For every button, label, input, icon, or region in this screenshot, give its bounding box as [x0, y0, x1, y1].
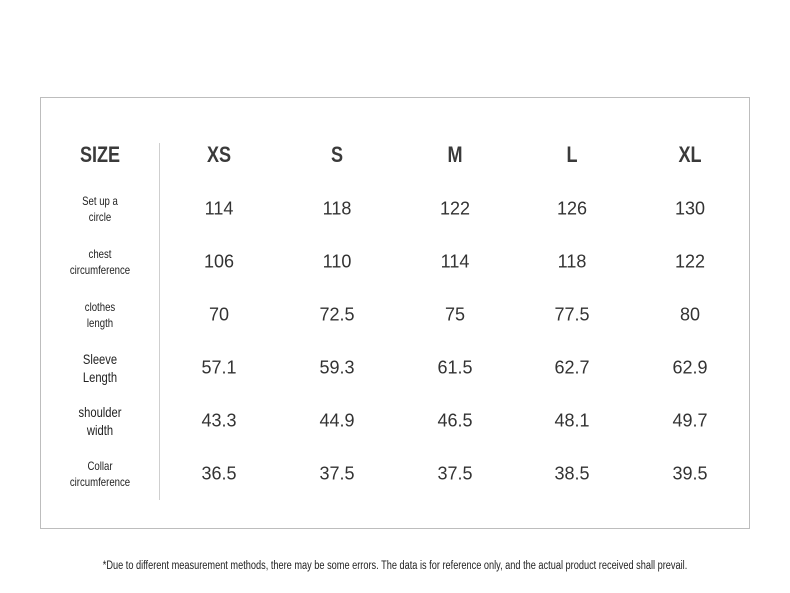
row-label-line: chest [88, 247, 112, 261]
size-value: 44.9 [319, 410, 355, 431]
row-label-line: circle [88, 210, 112, 224]
size-value: 130 [674, 198, 706, 219]
size-value: 114 [440, 251, 470, 272]
row-label-line: width [86, 422, 114, 438]
column-header: XS [206, 142, 232, 167]
size-value: 75 [444, 304, 466, 325]
size-value: 48.1 [554, 410, 590, 431]
table-frame [40, 97, 750, 529]
size-value: 46.5 [437, 410, 473, 431]
column-header: SIZE [79, 142, 121, 167]
row-label-line: circumference [69, 263, 131, 277]
size-value: 62.7 [554, 357, 590, 378]
row-label: Set up a circle [82, 193, 118, 225]
row-label-line: circumference [69, 475, 131, 489]
column-divider [159, 143, 160, 500]
size-value: 80 [679, 304, 701, 325]
size-value: 38.5 [554, 463, 590, 484]
size-value: 118 [322, 198, 352, 219]
row-label: clothes length [85, 299, 115, 331]
row-label-line: Set up a [82, 194, 118, 208]
size-value: 37.5 [437, 463, 473, 484]
size-value: 110 [322, 251, 352, 272]
row-label-line: Collar [87, 459, 113, 473]
size-value: 118 [557, 251, 587, 272]
row-label: Collar circumference [70, 458, 130, 490]
column-header: L [566, 142, 578, 167]
size-value: 61.5 [437, 357, 473, 378]
size-value: 77.5 [554, 304, 590, 325]
size-value: 114 [204, 198, 234, 219]
size-value: 39.5 [672, 463, 708, 484]
column-header: XL [678, 142, 702, 167]
size-value: 49.7 [672, 410, 708, 431]
size-value: 106 [203, 251, 235, 272]
row-label-line: length [86, 316, 114, 330]
size-value: 57.1 [201, 357, 237, 378]
column-header: M [447, 142, 463, 167]
size-value: 70 [208, 304, 230, 325]
size-value: 62.9 [672, 357, 708, 378]
footnote: *Due to different measurement methods, t… [102, 560, 688, 572]
row-label-line: clothes [84, 300, 116, 314]
size-value: 59.3 [319, 357, 355, 378]
row-label-line: Length [82, 369, 118, 385]
row-label-line: shoulder [78, 404, 122, 420]
size-value: 122 [674, 251, 706, 272]
column-header: S [330, 142, 344, 167]
size-value: 72.5 [319, 304, 355, 325]
row-label-line: Sleeve [82, 351, 118, 367]
size-value: 36.5 [201, 463, 237, 484]
row-label: Sleeve Length [83, 350, 117, 386]
row-label: shoulder width [79, 403, 122, 439]
size-value: 122 [439, 198, 471, 219]
size-value: 43.3 [201, 410, 237, 431]
row-label: chest circumference [70, 246, 130, 278]
size-value: 126 [556, 198, 588, 219]
size-value: 37.5 [319, 463, 355, 484]
